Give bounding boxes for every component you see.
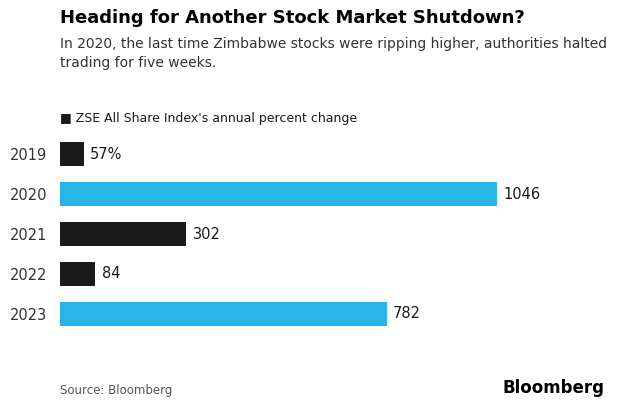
Bar bbox=[60, 142, 84, 166]
Text: In 2020, the last time Zimbabwe stocks were ripping higher, authorities halted
t: In 2020, the last time Zimbabwe stocks w… bbox=[60, 37, 607, 70]
Text: Bloomberg: Bloomberg bbox=[502, 379, 604, 397]
Text: Source: Bloomberg: Source: Bloomberg bbox=[60, 384, 172, 397]
Text: 782: 782 bbox=[393, 306, 421, 322]
Text: 84: 84 bbox=[102, 267, 120, 281]
Text: 302: 302 bbox=[193, 227, 221, 241]
Bar bbox=[60, 262, 95, 286]
Text: 1046: 1046 bbox=[503, 187, 541, 201]
Bar bbox=[60, 182, 497, 206]
Text: Heading for Another Stock Market Shutdown?: Heading for Another Stock Market Shutdow… bbox=[60, 9, 525, 27]
Bar bbox=[60, 302, 387, 326]
Text: 57%: 57% bbox=[91, 147, 123, 162]
Text: ■ ZSE All Share Index's annual percent change: ■ ZSE All Share Index's annual percent c… bbox=[60, 112, 357, 125]
Bar bbox=[60, 222, 187, 246]
